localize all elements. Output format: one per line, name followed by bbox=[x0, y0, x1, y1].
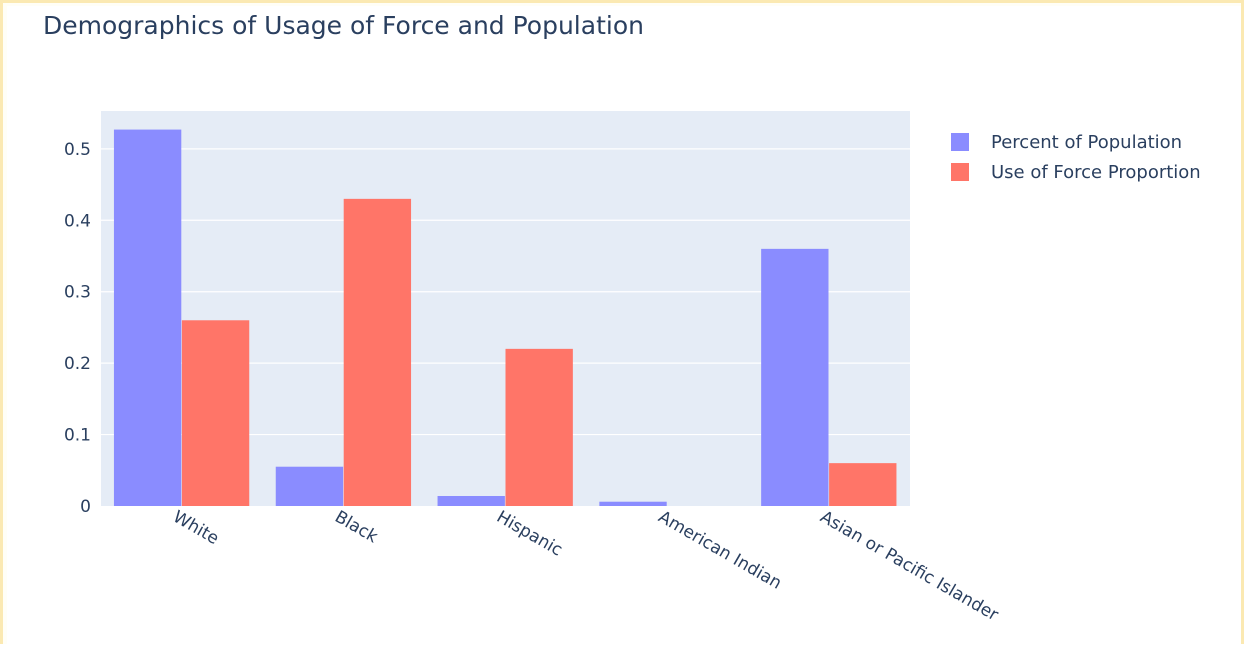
x-tick-label: Asian or Pacific Islander bbox=[817, 507, 1002, 625]
bar-1-2 bbox=[505, 348, 573, 506]
legend-item-use-of-force-proportion[interactable]: Use of Force Proportion bbox=[951, 157, 1201, 187]
legend-swatch-use-of-force-proportion bbox=[951, 163, 969, 181]
bar-0-2 bbox=[437, 496, 505, 506]
y-tick-label: 0.2 bbox=[64, 354, 91, 374]
legend[interactable]: Percent of Population Use of Force Propo… bbox=[951, 127, 1201, 187]
legend-swatch-percent-of-population bbox=[951, 133, 969, 151]
chart-title: Demographics of Usage of Force and Popul… bbox=[43, 11, 644, 40]
y-tick-label: 0 bbox=[80, 497, 91, 517]
legend-item-percent-of-population[interactable]: Percent of Population bbox=[951, 127, 1201, 157]
bar-0-0 bbox=[113, 129, 182, 507]
x-tick-label: American Indian bbox=[655, 507, 785, 594]
bar-1-4 bbox=[829, 463, 897, 506]
y-tick-label: 0.5 bbox=[64, 140, 91, 160]
x-tick-label: Black bbox=[331, 507, 381, 547]
x-tick-label: Hispanic bbox=[493, 507, 566, 561]
chart-panel: Demographics of Usage of Force and Popul… bbox=[7, 6, 1241, 647]
y-tick-label: 0.3 bbox=[64, 283, 91, 303]
y-tick-label: 0.1 bbox=[64, 426, 91, 446]
bar-0-1 bbox=[275, 466, 344, 506]
bar-1-1 bbox=[343, 198, 412, 506]
legend-label: Percent of Population bbox=[991, 131, 1183, 153]
bar-chart-plot: 0 0.1 0.2 0.3 0.4 0.5 White Black Hispanic Americ… bbox=[64, 111, 1002, 625]
bar-1-0 bbox=[181, 320, 250, 506]
x-tick-label: White bbox=[169, 507, 222, 549]
y-tick-label: 0.4 bbox=[64, 211, 91, 231]
bar-0-3 bbox=[599, 501, 667, 506]
bar-0-4 bbox=[761, 248, 829, 506]
legend-label: Use of Force Proportion bbox=[991, 161, 1201, 183]
